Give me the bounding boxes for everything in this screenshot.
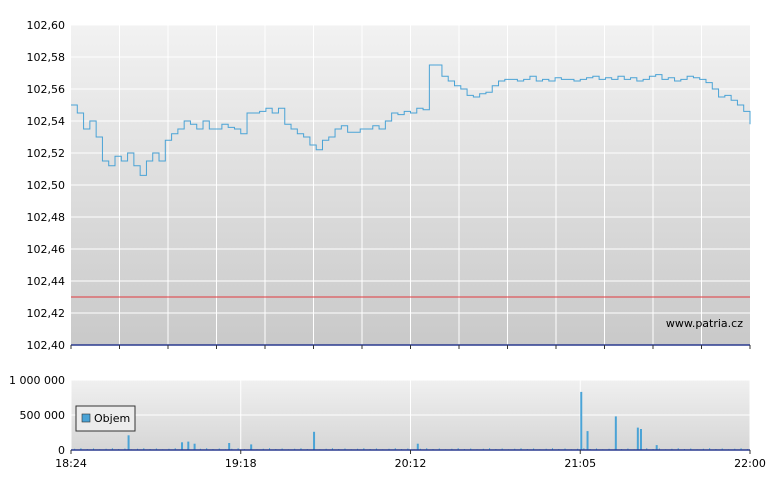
price-x-tick-marks bbox=[70, 345, 751, 349]
price-y-tick-label: 102,40 bbox=[27, 339, 66, 352]
watermark: www.patria.cz bbox=[666, 317, 743, 330]
volume-bar bbox=[457, 448, 459, 450]
volume-bar bbox=[124, 448, 126, 450]
volume-bar bbox=[614, 416, 617, 450]
volume-bar bbox=[721, 448, 723, 450]
volume-y-tick-label: 1 000 000 bbox=[9, 374, 65, 387]
volume-bar bbox=[501, 448, 503, 450]
volume-bar bbox=[193, 443, 196, 450]
volume-bar bbox=[269, 448, 271, 450]
price-y-tick-label: 102,58 bbox=[27, 51, 66, 64]
volume-bar bbox=[300, 448, 302, 450]
volume-x-tick-label: 19:18 bbox=[225, 457, 257, 470]
volume-bar bbox=[127, 435, 130, 450]
volume-bar bbox=[655, 445, 658, 450]
volume-y-axis: 1 000 000 500 000 0 bbox=[9, 374, 65, 457]
legend-label-objem: Objem bbox=[94, 412, 130, 425]
volume-bar bbox=[677, 448, 679, 450]
volume-x-tick-label: 21:05 bbox=[564, 457, 596, 470]
volume-y-tick-label: 0 bbox=[58, 444, 65, 457]
volume-x-axis-ticks: 18:24 19:18 20:12 21:05 22:00 bbox=[55, 450, 766, 470]
volume-y-tick-label: 500 000 bbox=[20, 409, 66, 422]
volume-bar bbox=[520, 448, 522, 450]
price-y-tick-label: 102,50 bbox=[27, 179, 66, 192]
volume-bar bbox=[218, 448, 220, 450]
volume-bar bbox=[363, 448, 365, 450]
volume-x-tick-label: 20:12 bbox=[395, 457, 427, 470]
volume-bar bbox=[416, 443, 419, 450]
volume-bar bbox=[174, 448, 176, 450]
volume-bar bbox=[709, 448, 711, 450]
price-y-tick-label: 102,56 bbox=[27, 83, 66, 96]
price-series-line bbox=[71, 64, 751, 176]
volume-panel: 1 000 000 500 000 0 18:24 19:18 20:12 21:05 22… bbox=[9, 374, 766, 470]
volume-bar bbox=[187, 441, 190, 450]
volume-bar bbox=[407, 448, 409, 450]
volume-bar bbox=[426, 448, 428, 450]
price-y-tick-label: 102,46 bbox=[27, 243, 66, 256]
volume-bar bbox=[394, 448, 396, 450]
price-y-tick-label: 102,48 bbox=[27, 211, 66, 224]
volume-bar bbox=[646, 448, 648, 450]
price-panel: 102,60 102,58 102,56 102,54 102,52 102,50 102,… bbox=[27, 19, 751, 352]
volume-bar bbox=[228, 443, 231, 450]
volume-bar bbox=[344, 448, 346, 450]
volume-bar bbox=[143, 448, 145, 450]
volume-x-tick-label: 22:00 bbox=[734, 457, 766, 470]
price-y-tick-label: 102,60 bbox=[27, 19, 66, 32]
price-y-tick-label: 102,42 bbox=[27, 307, 66, 320]
volume-bar bbox=[690, 448, 692, 450]
volume-bar bbox=[639, 429, 642, 450]
price-y-tick-label: 102,44 bbox=[27, 275, 66, 288]
volume-bar bbox=[580, 391, 583, 450]
volume-legend: Objem bbox=[75, 405, 136, 432]
volume-bar bbox=[551, 448, 553, 450]
volume-bar bbox=[583, 448, 585, 450]
volume-bar bbox=[586, 431, 589, 450]
volume-bar bbox=[281, 448, 283, 450]
volume-bar bbox=[237, 448, 239, 450]
volume-bar bbox=[331, 448, 333, 450]
legend-swatch bbox=[81, 413, 91, 423]
volume-bar bbox=[155, 448, 157, 450]
volume-bar bbox=[111, 448, 113, 450]
volume-bar bbox=[93, 448, 95, 450]
price-y-tick-label: 102,52 bbox=[27, 147, 66, 160]
volume-bar bbox=[564, 448, 566, 450]
volume-bar bbox=[595, 448, 597, 450]
volume-x-tick-label: 18:24 bbox=[55, 457, 87, 470]
volume-bar bbox=[636, 427, 639, 450]
volume-bar bbox=[658, 448, 660, 450]
volume-bar bbox=[489, 448, 491, 450]
volume-bar bbox=[313, 431, 316, 450]
volume-bar bbox=[470, 448, 472, 450]
volume-bar bbox=[533, 448, 535, 450]
volume-bar bbox=[627, 448, 629, 450]
volume-bar bbox=[438, 448, 440, 450]
volume-bar bbox=[250, 444, 253, 450]
volume-bar bbox=[740, 448, 742, 450]
volume-bar bbox=[375, 448, 377, 450]
price-y-tick-label: 102,54 bbox=[27, 115, 66, 128]
price-y-axis: 102,60 102,58 102,56 102,54 102,52 102,50 102,… bbox=[27, 19, 66, 352]
volume-bar bbox=[80, 448, 82, 450]
volume-bar bbox=[206, 448, 208, 450]
volume-bar bbox=[181, 442, 184, 450]
